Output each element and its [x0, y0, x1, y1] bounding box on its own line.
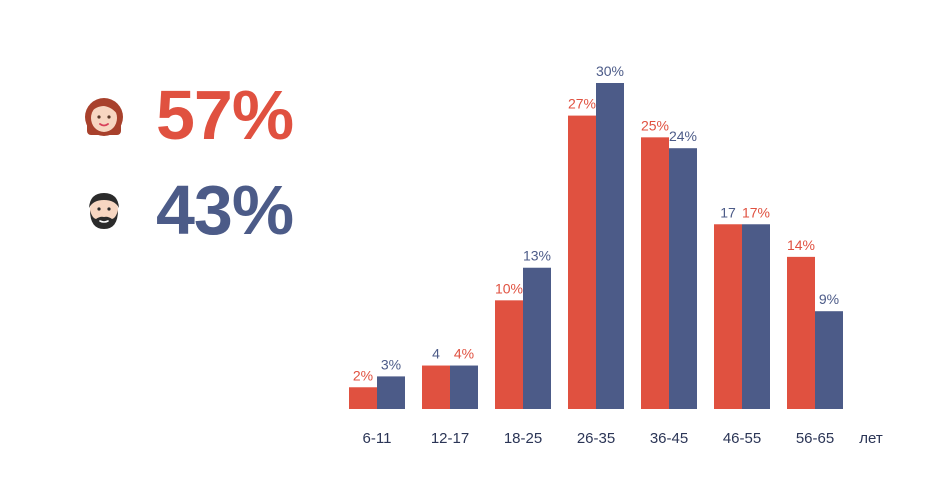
bar-female-36-45 [641, 137, 669, 410]
bar-female-56-65 [787, 256, 815, 409]
bar-female-18-25 [495, 300, 523, 409]
female-percent: 57% [156, 76, 294, 154]
data-label-male-12-17: 4% [454, 346, 474, 362]
bar-female-26-35 [568, 115, 596, 409]
bearded-man-face-icon [89, 193, 119, 229]
data-label-male-56-65: 9% [819, 291, 839, 307]
bar-male-26-35 [596, 83, 624, 409]
x-tick-label: 26-35 [577, 430, 615, 447]
data-label-male-36-45: 24% [669, 128, 697, 144]
bar-male-6-11 [377, 376, 405, 409]
woman-face-icon [85, 98, 123, 136]
bar-female-6-11 [349, 387, 377, 409]
bar-male-36-45 [669, 148, 697, 409]
x-tick-label: 46-55 [723, 430, 761, 447]
data-label-male-18-25: 13% [523, 248, 551, 264]
bar-male-46-55 [742, 224, 770, 409]
x-tick-label: 12-17 [431, 430, 469, 447]
data-label-female-26-35: 27% [568, 96, 596, 112]
bar-male-56-65 [815, 311, 843, 409]
data-label-female-36-45: 25% [641, 117, 669, 133]
data-label-male-46-55: 17% [742, 204, 770, 220]
bar-male-18-25 [523, 267, 551, 409]
female-share: 57% [82, 76, 294, 154]
data-label-female-56-65: 14% [787, 237, 815, 253]
x-tick-label: 18-25 [504, 430, 542, 447]
data-label-male-26-35: 30% [596, 63, 624, 79]
data-label-male-6-11: 3% [381, 356, 401, 372]
data-label-female-6-11: 2% [353, 367, 373, 383]
male-percent: 43% [156, 171, 294, 249]
x-tick-label: 56-65 [796, 430, 834, 447]
data-label-female-46-55: 17 [720, 204, 736, 220]
data-label-female-12-17: 4 [432, 346, 440, 362]
x-axis-label: лет [859, 430, 883, 447]
data-label-female-18-25: 10% [495, 280, 523, 296]
male-share: 43% [82, 171, 294, 249]
bar-female-46-55 [714, 224, 742, 409]
x-tick-label: 6-11 [363, 430, 392, 447]
bar-male-12-17 [450, 365, 478, 409]
bar-female-12-17 [422, 365, 450, 409]
x-tick-label: 36-45 [650, 430, 688, 447]
